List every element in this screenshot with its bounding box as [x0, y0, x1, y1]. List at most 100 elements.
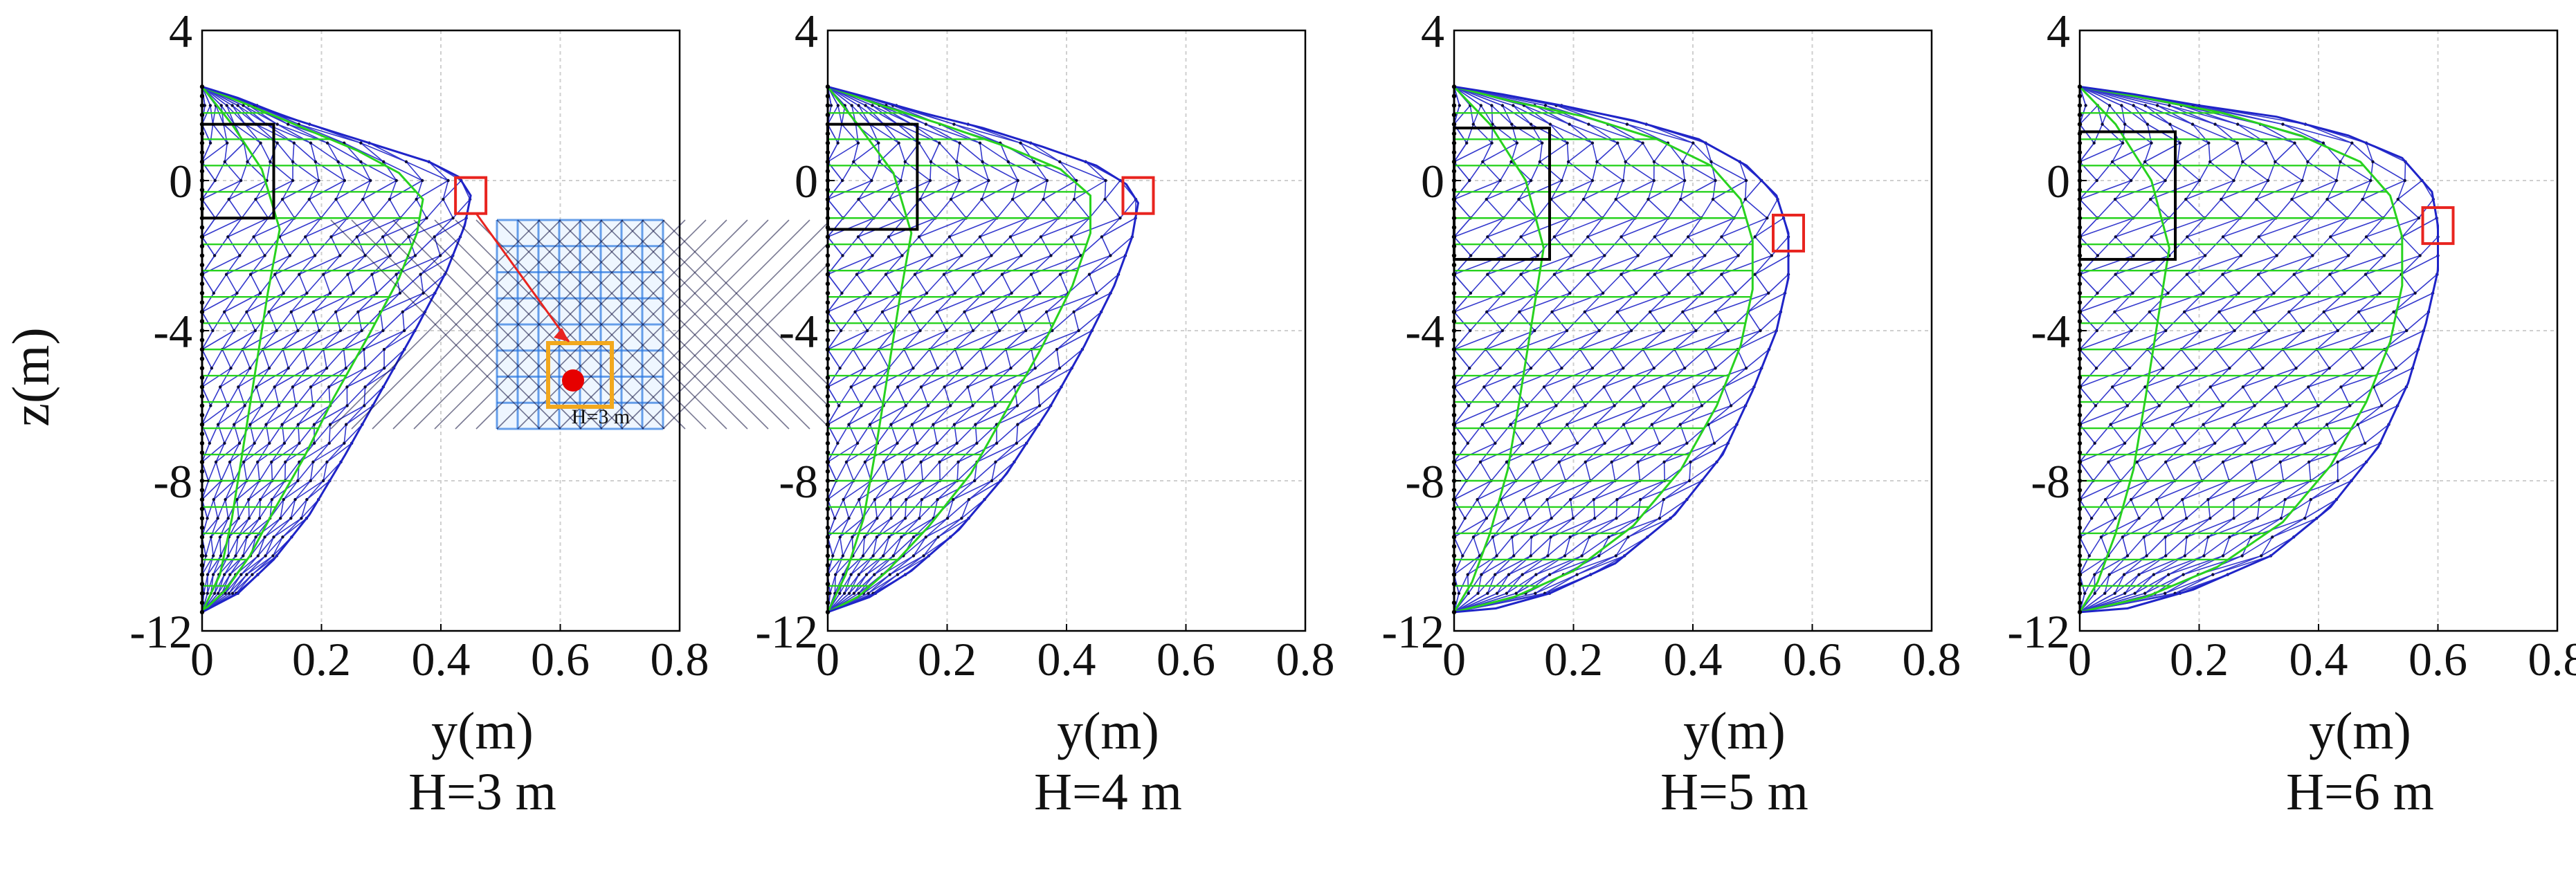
mesh-twine [2350, 330, 2407, 350]
mesh-twine [298, 405, 331, 425]
mesh-knot [2378, 291, 2382, 295]
mesh-twine [1635, 199, 1649, 219]
mesh-knot [370, 273, 374, 276]
mesh-twine [2177, 143, 2181, 162]
mesh-twine [2194, 443, 2215, 463]
mesh-knot [1507, 573, 1511, 576]
mesh-twine [382, 237, 391, 256]
mesh-knot [911, 535, 916, 539]
mesh-twine [240, 555, 266, 576]
mesh-twine [2167, 274, 2188, 294]
mesh-twine [2202, 274, 2224, 294]
mesh-knot [1519, 235, 1523, 239]
mesh-knot [2278, 460, 2282, 464]
x-tick-label: 0.2 [292, 633, 351, 686]
mesh-twine [329, 405, 365, 425]
mesh-twine [1513, 104, 1551, 125]
y-tick-label: -12 [129, 605, 192, 658]
mesh-knot [896, 291, 900, 295]
mesh-twine [1453, 86, 1482, 107]
mesh-knot [242, 104, 245, 107]
mesh-twine [918, 236, 933, 256]
mesh-knot [402, 329, 406, 333]
mesh-knot [918, 197, 922, 201]
mesh-knot [254, 197, 257, 201]
panel-caption: H=5 m [1660, 763, 1808, 821]
mesh-knot [2183, 441, 2187, 445]
mesh-twine [848, 499, 860, 519]
mesh-knot [2181, 497, 2184, 502]
mesh-knot [309, 479, 312, 483]
mesh-twine [323, 330, 341, 350]
mesh-knot [2334, 178, 2339, 183]
mesh-knot [242, 554, 245, 558]
mesh-twine [864, 349, 880, 369]
mesh-twine [298, 274, 308, 294]
mesh-knot [1603, 441, 1606, 445]
x-tick-label: 0.4 [1664, 633, 1723, 686]
mesh-knot [938, 460, 941, 464]
mesh-twine [1573, 367, 1593, 387]
mesh-twine [1089, 199, 1106, 219]
mesh-twine [1453, 499, 1466, 519]
mesh-twine [890, 480, 923, 500]
mesh-twine [1511, 537, 1514, 556]
mesh-knot [264, 423, 268, 426]
mesh-twine [1554, 274, 1570, 294]
mesh-twine [1712, 180, 1747, 200]
mesh-knot [1534, 591, 1537, 595]
mesh-twine [2124, 574, 2140, 594]
mesh-twine [310, 143, 339, 163]
mesh-twine [2222, 536, 2251, 557]
mesh-twine [2344, 274, 2366, 294]
mesh-knot [273, 273, 277, 276]
mesh-twine [243, 143, 248, 163]
mesh-twine [1487, 274, 1505, 294]
mesh-twine [1017, 405, 1051, 425]
mesh-twine [2296, 405, 2319, 425]
mesh-twine [1050, 236, 1072, 257]
mesh-knot [1049, 254, 1053, 257]
mesh-knot [1597, 554, 1601, 558]
mesh-knot [1019, 254, 1023, 257]
mesh-knot [2206, 497, 2210, 502]
mesh-knot [1094, 291, 1098, 295]
mesh-knot [994, 460, 997, 464]
mesh-twine [921, 480, 958, 500]
mesh-knot [942, 273, 946, 276]
mesh-twine [869, 405, 907, 425]
inset-twine [475, 219, 686, 430]
mesh-knot [2161, 367, 2165, 370]
mesh-twine [889, 555, 924, 576]
mesh-twine [878, 104, 913, 125]
mesh-knot [211, 329, 215, 333]
mesh-knot [1486, 591, 1489, 595]
mesh-knot [2307, 460, 2311, 464]
mesh-twine [2079, 480, 2121, 500]
mesh-knot [1554, 404, 1558, 407]
mesh-twine [849, 405, 884, 425]
mesh-knot [1467, 404, 1471, 407]
mesh-twine [1559, 461, 1566, 481]
mesh-knot [223, 310, 226, 314]
panel-caption: H=4 m [1034, 763, 1182, 821]
mesh-knot [216, 517, 219, 520]
mesh-knot [1491, 122, 1494, 126]
mesh-twine [1705, 349, 1716, 369]
mesh-twine [2256, 180, 2303, 200]
mesh-twine [905, 480, 923, 500]
mesh-knot [245, 573, 248, 576]
mesh-knot [957, 178, 961, 183]
chart-panel-4: 0 0.2 0.4 0.6 0.840-4-8-12y(m)H=6 m [2007, 5, 2576, 821]
inset-twine [392, 219, 603, 430]
mesh-twine [2280, 461, 2285, 481]
mesh-knot [209, 404, 212, 407]
mesh-twine [1642, 330, 1696, 350]
mesh-twine [939, 443, 958, 463]
mesh-twine [389, 180, 397, 200]
mesh-twine [1462, 536, 1474, 556]
mesh-knot [425, 217, 428, 220]
mesh-twine [1056, 330, 1093, 350]
mesh-twine [954, 405, 973, 425]
mesh-knot [1529, 554, 1532, 558]
